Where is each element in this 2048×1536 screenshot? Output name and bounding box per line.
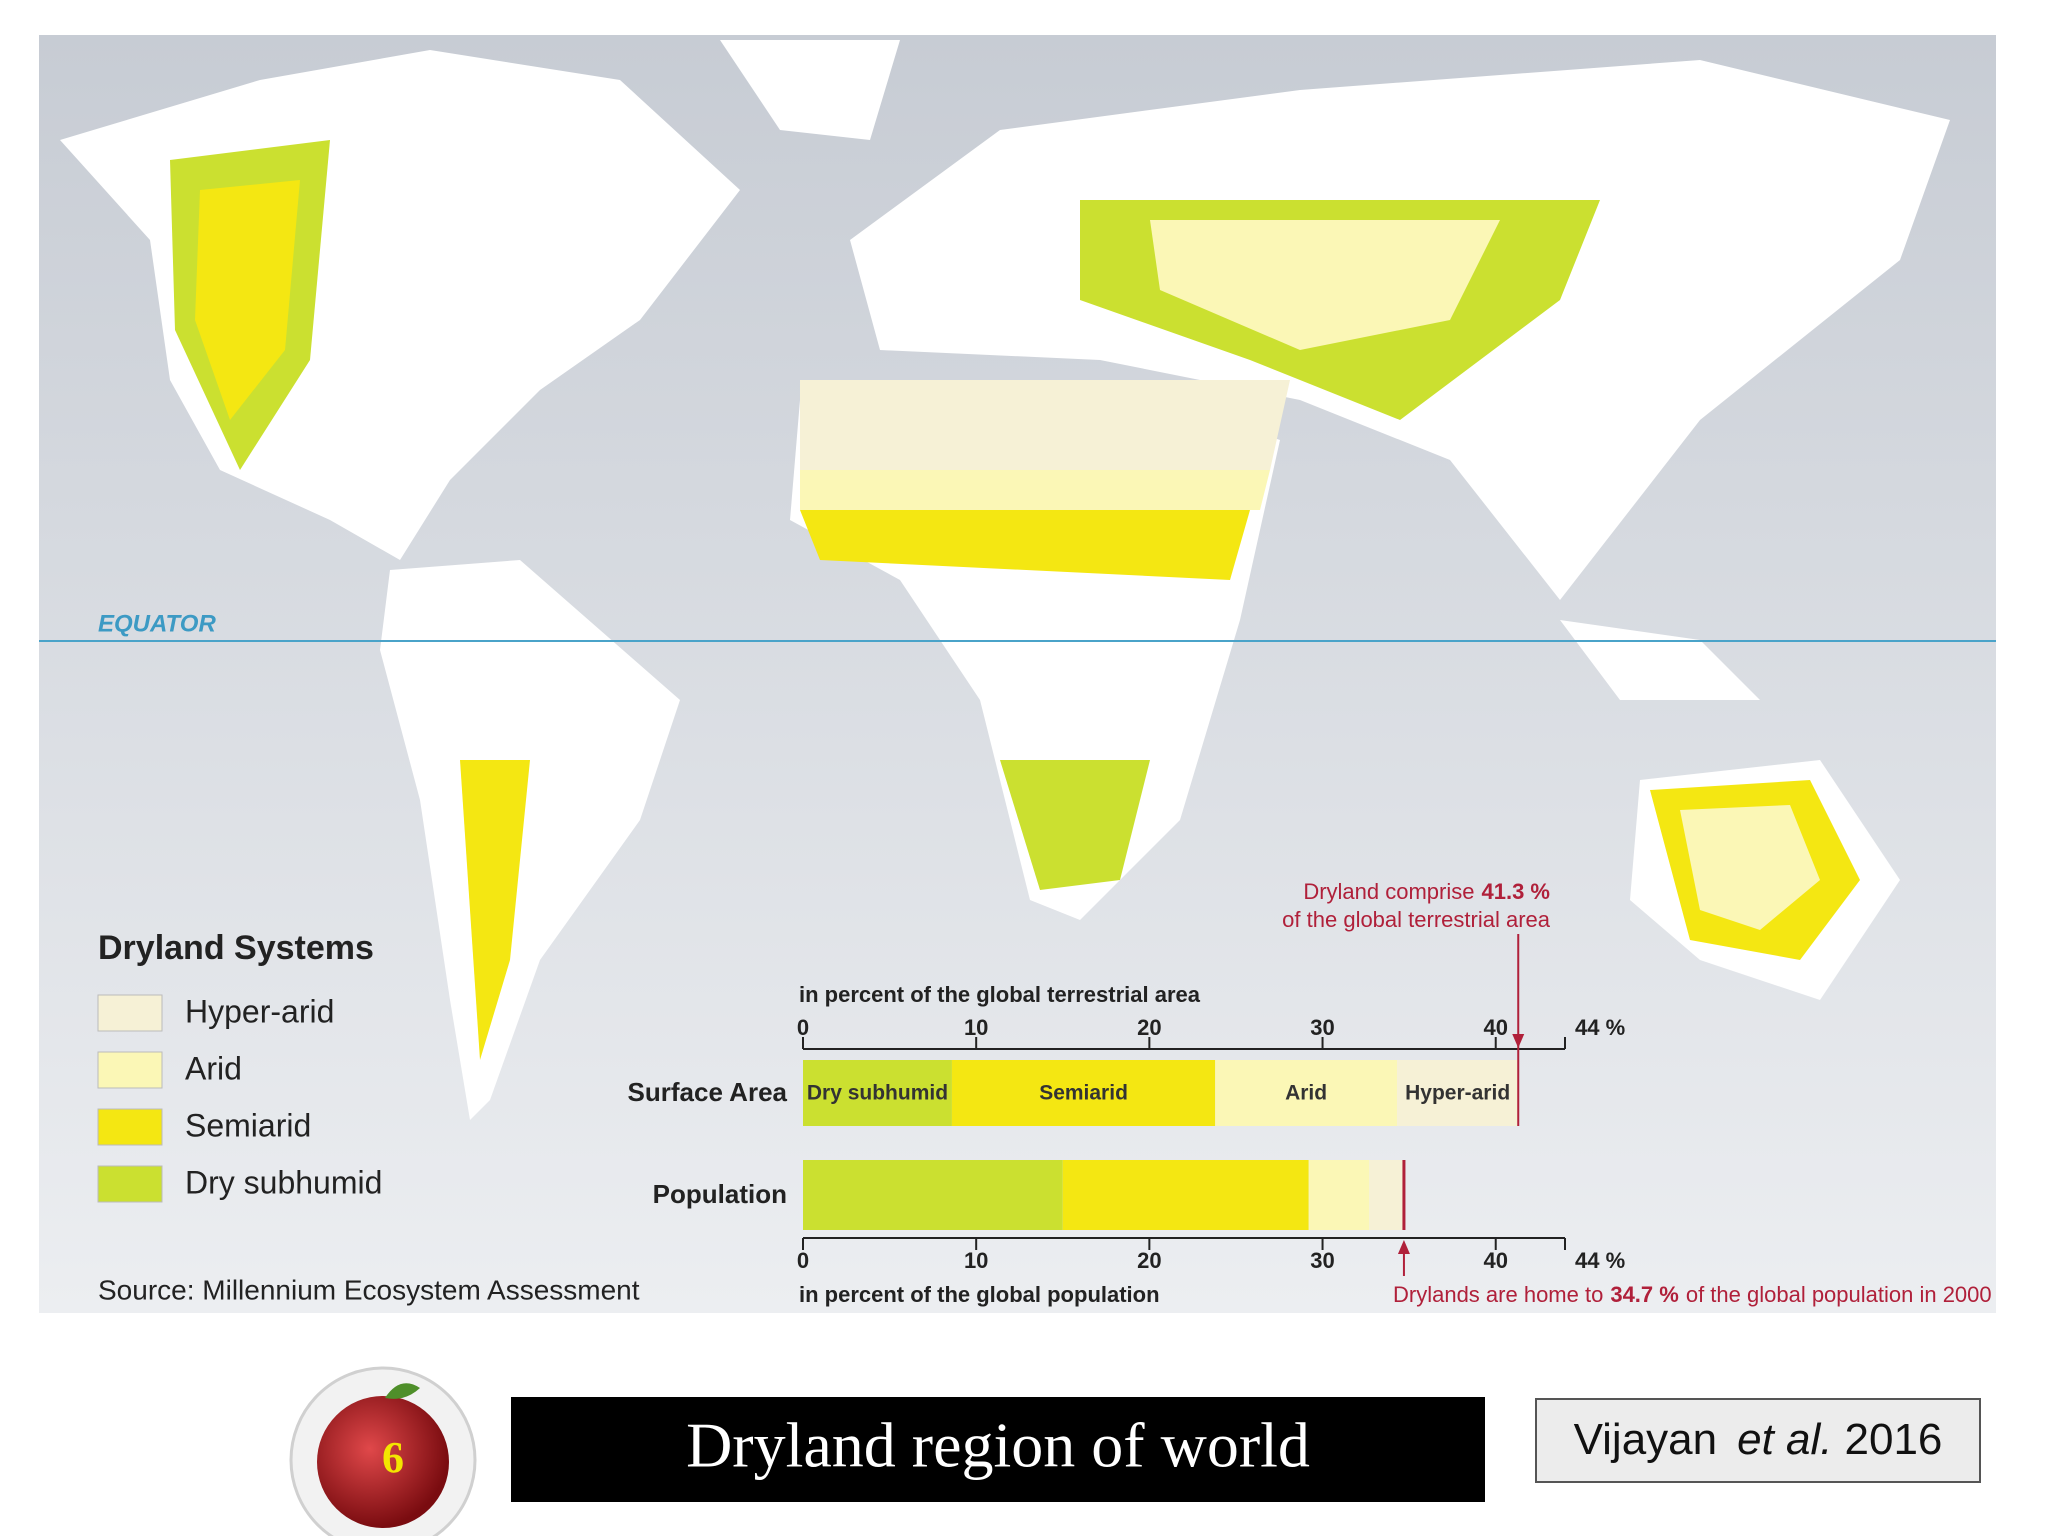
citation-author: Vijayan <box>1574 1415 1718 1464</box>
axis-title: in percent of the global terrestrial are… <box>799 982 1201 1007</box>
segment-label: Semiarid <box>1039 1082 1128 1105</box>
tick-label: 44 % <box>1575 1248 1625 1273</box>
legend-swatch <box>97 994 163 1032</box>
annotation-text: of the global population in 2000 <box>1686 1282 1992 1307</box>
segment-label: Arid <box>1285 1082 1327 1105</box>
annotation-value: 41.3 % <box>1482 879 1551 904</box>
bar-segment <box>1397 1060 1519 1126</box>
citation-etal: et al. <box>1737 1415 1832 1464</box>
tick-label: 20 <box>1137 1248 1161 1273</box>
category-label: Population <box>653 1179 787 1209</box>
annotation: Dryland comprise 41.3 % <box>1303 879 1550 904</box>
legend-label: Semiarid <box>185 1107 311 1143</box>
dryland-zones <box>170 140 1860 1060</box>
tick-label: 30 <box>1310 1015 1334 1040</box>
tick-label: 40 <box>1483 1015 1507 1040</box>
arrow-head <box>1397 1240 1410 1254</box>
apple-icon <box>317 1396 449 1528</box>
citation-box <box>1535 1398 1981 1483</box>
tick-label: 10 <box>964 1015 988 1040</box>
arrow-head <box>1512 1034 1525 1048</box>
legend-swatch <box>97 1108 163 1146</box>
title-banner <box>511 1397 1485 1502</box>
apple-leaf <box>385 1383 420 1399</box>
bar-segment <box>1369 1160 1404 1230</box>
tick-label: 44 % <box>1575 1015 1625 1040</box>
source: Source: Millennium Ecosystem Assessment <box>98 1274 640 1305</box>
citation: Vijayan et al. 2016 <box>1574 1415 1943 1464</box>
legend-title: Dryland Systems <box>98 929 374 967</box>
segment-label: Hyper-arid <box>1405 1082 1510 1105</box>
bar-segment <box>803 1160 1063 1230</box>
legend-label: Dry subhumid <box>185 1164 382 1200</box>
annotation-value: 34.7 % <box>1610 1282 1679 1307</box>
bar-segment <box>1215 1060 1398 1126</box>
tick-label: 20 <box>1137 1015 1161 1040</box>
bar-segment <box>1308 1160 1370 1230</box>
category-label: Surface Area <box>628 1077 788 1107</box>
tick-label: 30 <box>1310 1248 1334 1273</box>
annotation: of the global terrestrial area <box>1282 907 1551 932</box>
bar-segment <box>803 1060 952 1126</box>
equator-label: EQUATOR <box>98 610 216 637</box>
tick-label: 0 <box>797 1248 809 1273</box>
legend-label: Arid <box>185 1050 242 1086</box>
legend-swatch <box>97 1051 163 1089</box>
annotation-text: Drylands are home to <box>1393 1282 1603 1307</box>
annotation: Drylands are home to 34.7 % of the global … <box>1393 1282 1992 1307</box>
bar-segment <box>1062 1160 1309 1230</box>
slide-number: 6 <box>382 1433 404 1482</box>
chart: Hyper-arid Arid Semiarid Dry subhumid in per… <box>97 879 1992 1307</box>
tick-label: 10 <box>964 1248 988 1273</box>
legend-label: Hyper-arid <box>185 993 334 1029</box>
citation-year: 2016 <box>1845 1415 1943 1464</box>
bar-segment <box>951 1060 1216 1126</box>
legend-swatch <box>97 1165 163 1203</box>
tick-label: 40 <box>1483 1248 1507 1273</box>
tick-label: 0 <box>797 1015 809 1040</box>
axis-title: in percent of the global population <box>799 1282 1160 1307</box>
annotation-text: Dryland comprise <box>1303 879 1474 904</box>
segment-label: Dry subhumid <box>807 1082 948 1105</box>
slide-title: Dryland region of world <box>686 1410 1310 1481</box>
footer: 6 Dryland region of world Vijayan et al. 2… <box>289 1366 1981 1536</box>
